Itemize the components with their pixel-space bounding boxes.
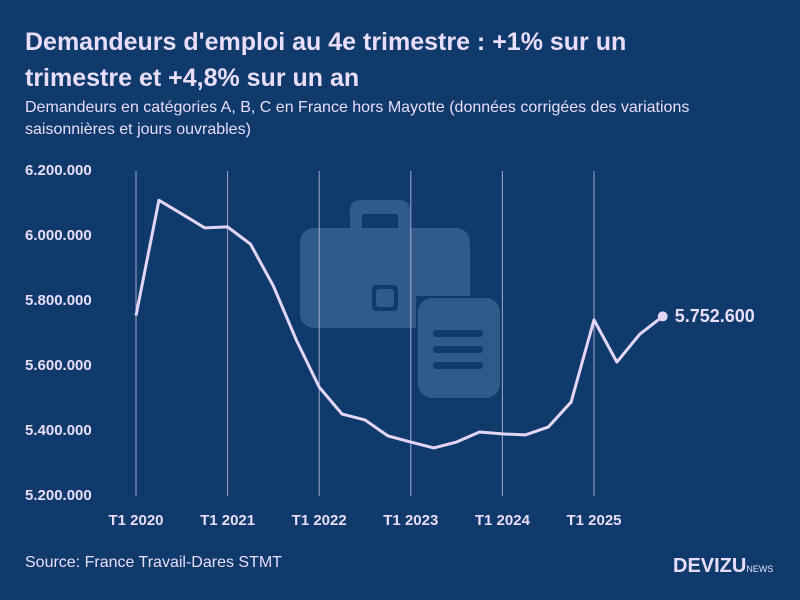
x-tick-label: T1 2022 <box>292 512 347 529</box>
y-tick-label: 5.400.000 <box>25 422 92 439</box>
y-tick-label: 5.200.000 <box>25 487 92 504</box>
x-tick-label: T1 2024 <box>475 512 531 529</box>
brand-name: DEVIZU <box>673 555 747 577</box>
x-tick-label: T1 2020 <box>108 512 163 529</box>
y-tick-label: 6.000.000 <box>25 227 92 244</box>
y-tick-label: 6.200.000 <box>25 162 92 179</box>
end-point <box>657 311 668 322</box>
value-label: 5.752.600 <box>675 306 755 326</box>
source: Source: France Travail-Dares STMT <box>25 554 282 571</box>
x-tick-label: T1 2023 <box>383 512 438 529</box>
x-tick-label: T1 2025 <box>566 512 621 529</box>
line <box>134 198 664 450</box>
icon <box>300 200 500 398</box>
chart-title: Demandeurs d'emploi au 4e trimestre : +1… <box>25 28 627 92</box>
chart-subtitle: Demandeurs en catégories A, B, C en Fran… <box>25 99 690 138</box>
y-tick-label: 5.800.000 <box>25 292 92 309</box>
x-tick-label: T1 2021 <box>200 512 255 529</box>
brand-suffix: NEWS <box>746 564 774 574</box>
brand: DEVIZUNEWS <box>673 555 773 578</box>
y-tick-label: 5.600.000 <box>25 357 92 374</box>
